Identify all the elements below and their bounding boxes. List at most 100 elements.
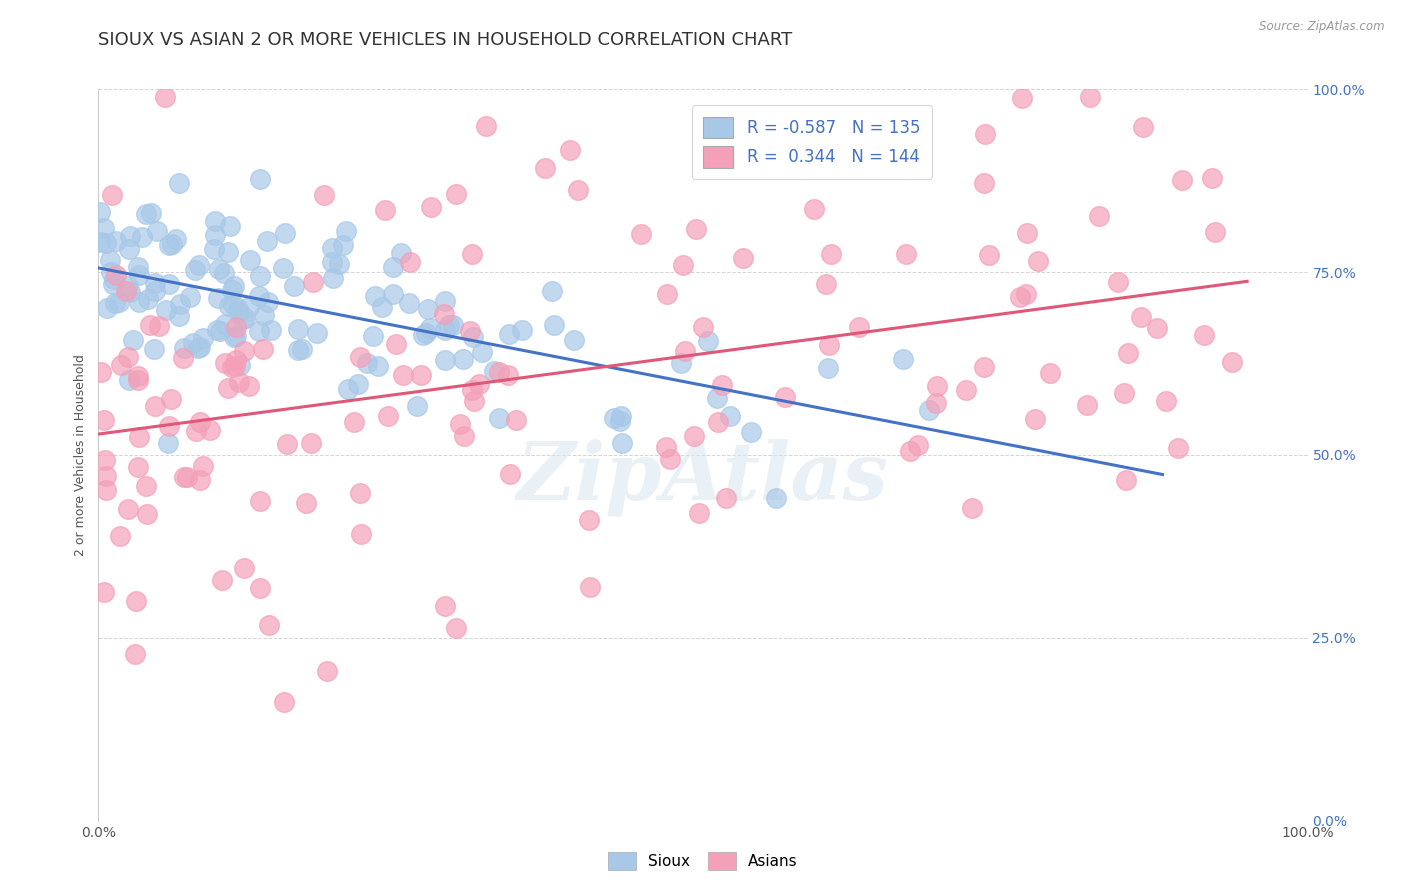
Point [321,255,343,269]
Point [176,470,198,484]
Point [253,308,276,322]
Point [118,285,141,299]
Point [894,246,917,260]
Point [135,206,157,220]
Point [1107,275,1129,289]
Point [350,527,373,541]
Point [475,119,498,133]
Point [117,279,139,293]
Point [416,302,439,317]
Point [630,227,652,241]
Point [578,580,600,594]
Point [188,340,211,354]
Point [128,430,150,444]
Point [93,412,115,426]
Point [406,400,429,414]
Point [104,234,127,248]
Point [510,323,533,337]
Point [955,383,977,397]
Point [434,599,457,614]
Point [100,265,122,279]
Point [1129,310,1152,324]
Point [217,381,239,395]
Point [104,295,127,310]
Point [377,409,399,424]
Point [208,261,231,276]
Point [505,413,527,427]
Point [444,187,467,202]
Point [672,259,695,273]
Point [167,310,190,324]
Point [188,415,211,429]
Point [226,302,249,317]
Point [363,328,385,343]
Point [98,253,121,268]
Point [139,318,162,332]
Point [136,292,159,306]
Point [93,221,115,235]
Point [848,319,870,334]
Point [104,268,127,282]
Point [157,238,180,252]
Point [654,440,676,454]
Point [108,529,131,543]
Point [321,241,343,255]
Point [364,288,387,302]
Point [415,326,437,341]
Point [103,277,125,292]
Point [1220,355,1243,369]
Point [117,502,139,516]
Point [89,235,111,249]
Point [433,307,456,321]
Point [232,561,254,575]
Point [1076,398,1098,412]
Point [706,392,728,406]
Point [183,263,205,277]
Point [131,230,153,244]
Point [669,356,692,370]
Point [157,277,180,292]
Point [125,594,148,608]
Point [346,377,368,392]
Point [148,318,170,333]
Point [907,438,929,452]
Point [299,436,322,450]
Point [1116,346,1139,360]
Point [496,368,519,383]
Point [89,205,111,219]
Point [398,295,420,310]
Point [249,494,271,508]
Point [117,350,139,364]
Point [1192,328,1215,343]
Point [238,300,260,314]
Point [451,352,474,367]
Point [335,223,357,237]
Point [214,356,236,370]
Point [224,359,246,373]
Point [367,359,389,373]
Point [419,320,441,334]
Point [155,302,177,317]
Point [974,127,997,141]
Point [307,326,329,340]
Point [184,424,207,438]
Point [160,392,183,407]
Point [94,452,117,467]
Point [128,294,150,309]
Point [207,291,229,305]
Text: Source: ZipAtlas.com: Source: ZipAtlas.com [1260,20,1385,33]
Point [371,300,394,314]
Point [384,337,406,351]
Point [541,284,564,298]
Point [683,429,706,443]
Point [337,382,360,396]
Point [461,384,484,398]
Point [716,491,738,505]
Point [238,378,260,392]
Point [143,399,166,413]
Point [696,334,718,348]
Point [232,312,254,326]
Point [399,255,422,269]
Point [256,234,278,248]
Point [222,329,245,343]
